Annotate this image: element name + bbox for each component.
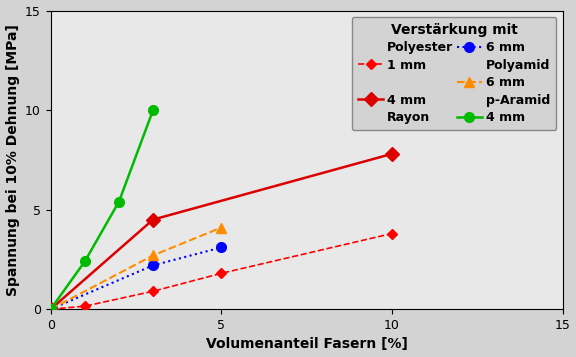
Legend: Polyester, 1 mm, , 4 mm, Rayon, 6 mm, Polyamid, 6 mm, p-Aramid, 4 mm: Polyester, 1 mm, , 4 mm, Rayon, 6 mm, Po… (352, 17, 556, 130)
Y-axis label: Spannung bei 10% Dehnung [MPa]: Spannung bei 10% Dehnung [MPa] (6, 24, 20, 296)
X-axis label: Volumenanteil Fasern [%]: Volumenanteil Fasern [%] (206, 337, 408, 351)
